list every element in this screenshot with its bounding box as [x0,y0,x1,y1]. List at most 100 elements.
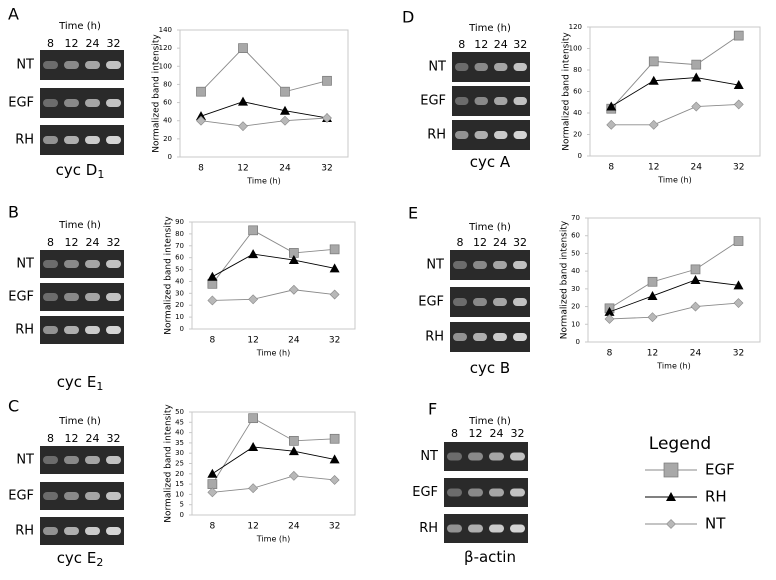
marker [322,75,332,86]
marker [606,119,617,130]
y-tick-label: 120 [569,23,582,31]
row-label: RH [15,323,34,338]
y-tick-label: 20 [573,131,582,139]
lane-label: 24 [493,236,507,249]
row-label: EGF [420,94,446,109]
series-line [609,279,739,313]
marker [647,312,658,323]
gel-band [106,260,121,268]
marker [248,249,259,259]
gel-band [64,456,79,464]
row-label: RH [15,524,34,539]
x-tick-label: 32 [733,163,744,173]
series-line [200,101,328,119]
series-line [212,253,335,278]
gel-band [106,527,121,535]
marker [196,115,206,126]
y-tick-label: 25 [175,460,184,468]
plot-frame [589,26,761,157]
row-label: EGF [8,96,34,111]
marker [329,433,340,444]
lane-label: 8 [47,432,54,445]
series-line [211,417,335,485]
row-label: NT [426,258,444,273]
gel-caption: β-actin [464,548,516,566]
row-label: NT [420,449,438,464]
series-line [212,475,335,493]
y-tick-label: 60 [163,99,172,107]
marker [691,101,702,112]
marker [690,275,701,284]
y-tick-label: 80 [573,66,582,74]
time-label: Time (h) [468,23,511,34]
marker [248,225,258,236]
series-line [212,229,335,285]
marker [648,119,659,130]
marker [207,487,218,498]
gel-band [43,136,58,144]
lane-label: 24 [86,236,100,249]
gel-caption: cyc E1 [57,373,104,394]
gel-band [85,136,100,144]
y-tick-label: 60 [571,232,580,240]
y-tick-label: 40 [571,267,580,275]
gel-band [468,488,483,497]
marker [329,475,340,485]
series-line [611,103,739,126]
marker [647,290,658,300]
lane-label: 8 [47,236,54,249]
marker [207,295,218,306]
x-tick-label: 8 [607,349,613,359]
marker [288,284,299,295]
marker [733,99,744,110]
legend-label: EGF [705,461,735,479]
y-axis-label: Normalized band intensity [560,220,570,339]
gel-caption: cyc D1 [56,161,105,182]
marker [248,483,259,494]
lane-label: 8 [451,427,458,440]
marker [329,244,340,255]
gel-band [43,456,58,464]
marker [207,271,218,281]
gel-band [106,99,121,107]
marker [196,111,206,121]
panel-letter: E [408,204,418,223]
x-tick-label: 12 [247,522,258,532]
y-tick-label: 30 [571,285,580,293]
gel-band [43,260,58,268]
gel-band [64,492,79,500]
legend-label: RH [705,488,727,506]
gel-caption-sub: 1 [96,380,103,393]
series-line [212,446,335,475]
time-label: Time (h) [468,222,511,233]
y-tick-label: 50 [175,408,184,416]
x-tick-label: 32 [329,336,340,346]
panel-letter: F [428,400,437,419]
y-tick-label: 30 [175,449,184,457]
gel-caption: cyc B [470,359,510,377]
lane-label: 12 [65,432,79,445]
gel-band [489,524,504,533]
series-line [212,289,335,301]
time-label: Time (h) [58,416,101,427]
legend-title: Legend [649,434,711,454]
gel-band [493,298,507,306]
x-tick-label: 32 [329,522,340,532]
y-tick-label: 70 [571,214,580,222]
x-axis-label: Time (h) [657,176,691,185]
marker [288,446,299,456]
gel-band [489,488,504,497]
lane-label: 8 [458,38,465,51]
marker [606,101,617,111]
gel-band [455,97,469,105]
marker [648,75,659,85]
gel-band [43,492,58,500]
y-tick-label: 10 [571,320,580,328]
y-tick-label: 100 [159,62,172,70]
gel-band [455,63,469,71]
y-tick-label: 80 [163,80,172,88]
gel-band [106,293,121,301]
gel-band [513,63,527,71]
lane-label: 24 [86,37,100,50]
